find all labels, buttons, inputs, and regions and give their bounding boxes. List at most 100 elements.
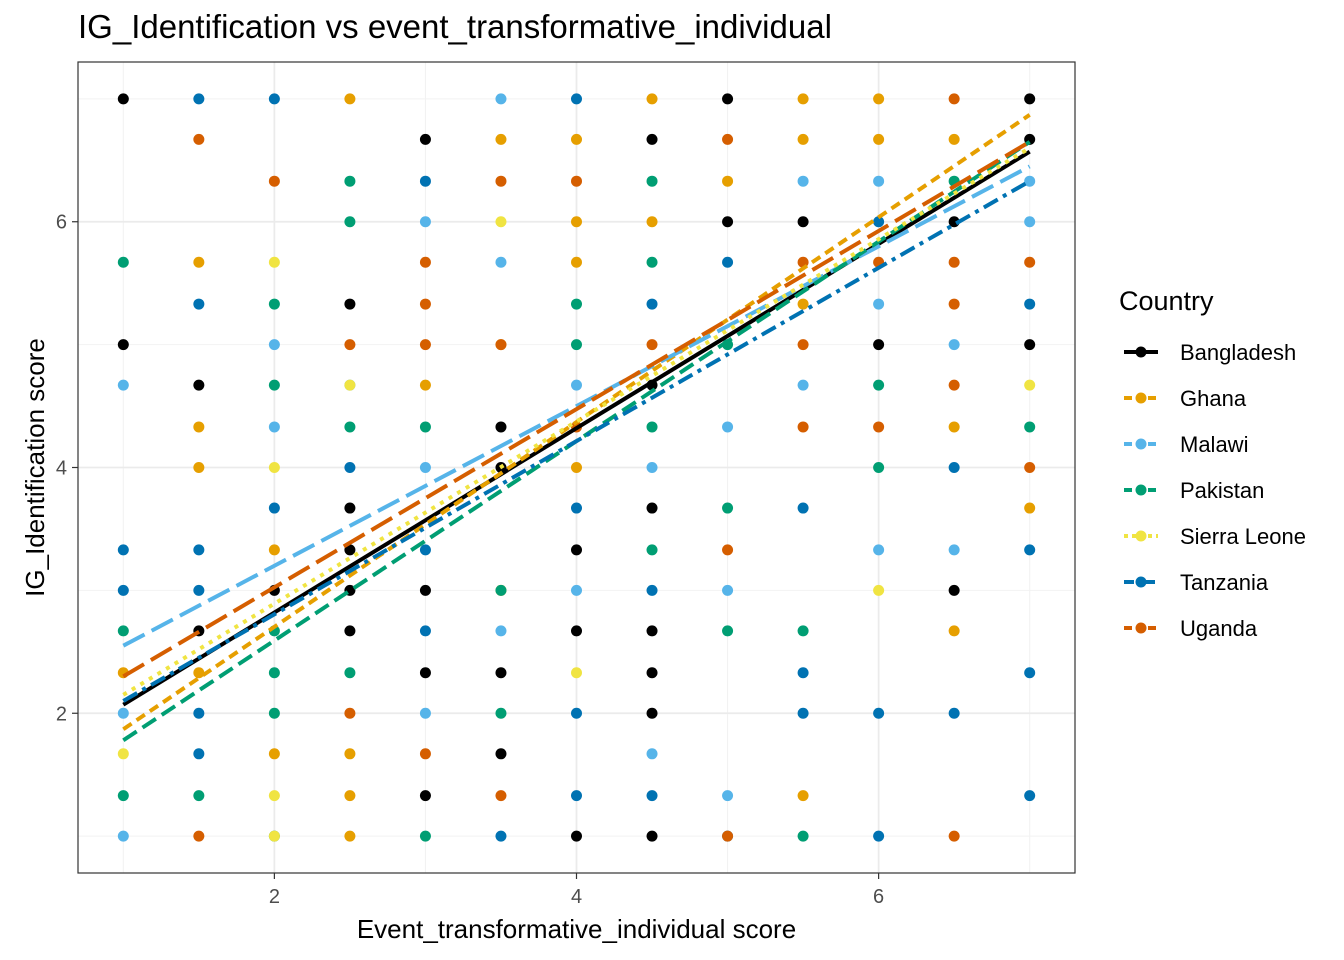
data-point: [571, 667, 582, 679]
data-point: [948, 298, 960, 310]
data-point: [797, 93, 809, 105]
data-point: [419, 544, 431, 556]
data-point: [344, 707, 356, 719]
data-point: [797, 298, 809, 310]
data-point: [797, 707, 809, 719]
data-point: [344, 462, 356, 473]
data-point: [193, 93, 205, 105]
data-point: [646, 790, 658, 802]
data-point: [268, 502, 280, 514]
data-point: [117, 790, 129, 802]
data-point: [646, 707, 658, 719]
data-point: [193, 790, 205, 802]
data-point: [873, 339, 885, 351]
data-point: [495, 707, 507, 719]
data-point: [1024, 298, 1036, 310]
data-point: [344, 667, 356, 679]
data-point: [1024, 339, 1036, 351]
data-point: [117, 748, 129, 760]
y-axis-title: IG_Identification score: [20, 338, 50, 597]
data-point: [722, 625, 734, 637]
data-point: [948, 379, 960, 391]
data-point: [646, 584, 658, 596]
legend-key-point: [1135, 576, 1147, 588]
data-point: [419, 339, 431, 351]
fit-line: [122, 179, 1031, 703]
data-point: [1024, 216, 1036, 228]
data-point: [344, 339, 356, 351]
data-point: [571, 584, 582, 596]
data-point: [646, 133, 658, 145]
data-point: [495, 584, 507, 596]
data-point: [1024, 502, 1036, 514]
data-point: [268, 421, 280, 433]
data-point: [873, 216, 885, 228]
data-point: [344, 502, 356, 514]
data-point: [722, 544, 734, 556]
data-point: [646, 93, 658, 105]
data-point: [1024, 544, 1036, 556]
chart-title: IG_Identification vs event_transformativ…: [78, 8, 832, 45]
y-tick-label: 2: [56, 703, 67, 725]
data-point: [571, 379, 582, 391]
legend-key-point: [1135, 346, 1147, 358]
data-point: [571, 625, 582, 637]
data-point: [571, 93, 582, 105]
legend-label: Malawi: [1180, 432, 1248, 457]
data-point: [571, 790, 582, 802]
fit-line: [122, 140, 1031, 679]
data-point: [797, 625, 809, 637]
legend-key-point: [1135, 438, 1147, 450]
data-point: [797, 502, 809, 514]
data-point: [797, 379, 809, 391]
legend-label: Sierra Leone: [1180, 524, 1306, 549]
fit-lines: [122, 113, 1031, 742]
data-point: [948, 830, 960, 842]
data-point: [193, 421, 205, 433]
data-point: [948, 625, 960, 637]
data-point: [646, 256, 658, 268]
legend: Country Bangladesh Ghana Malawi Pakistan Sie…: [1119, 286, 1306, 641]
data-point: [1024, 421, 1036, 433]
data-point: [722, 216, 734, 228]
data-point: [873, 133, 885, 145]
data-point: [722, 502, 734, 514]
data-point: [571, 175, 582, 187]
data-point: [948, 707, 960, 719]
data-point: [268, 544, 280, 556]
data-point: [646, 667, 658, 679]
legend-title: Country: [1119, 286, 1214, 316]
data-point: [722, 256, 734, 268]
data-point: [797, 339, 809, 351]
data-point: [344, 175, 356, 187]
data-point: [873, 175, 885, 187]
data-point: [268, 379, 280, 391]
data-point: [193, 748, 205, 760]
data-point: [571, 216, 582, 228]
data-point: [571, 462, 582, 473]
data-point: [722, 790, 734, 802]
legend-label: Pakistan: [1180, 478, 1264, 503]
data-point: [722, 421, 734, 433]
data-point: [268, 339, 280, 351]
data-point: [797, 830, 809, 842]
data-point: [646, 339, 658, 351]
data-point: [117, 339, 129, 351]
data-point: [571, 256, 582, 268]
data-point: [646, 625, 658, 637]
data-point: [495, 790, 507, 802]
data-point: [193, 707, 205, 719]
data-point: [419, 707, 431, 719]
data-point: [722, 93, 734, 105]
data-point: [571, 830, 582, 842]
data-point: [117, 256, 129, 268]
data-point: [797, 175, 809, 187]
data-point: [571, 707, 582, 719]
data-point: [495, 667, 507, 679]
data-point: [873, 379, 885, 391]
data-point: [344, 790, 356, 802]
data-point: [268, 830, 280, 842]
data-point: [646, 462, 658, 473]
data-point: [419, 175, 431, 187]
data-point: [344, 625, 356, 637]
